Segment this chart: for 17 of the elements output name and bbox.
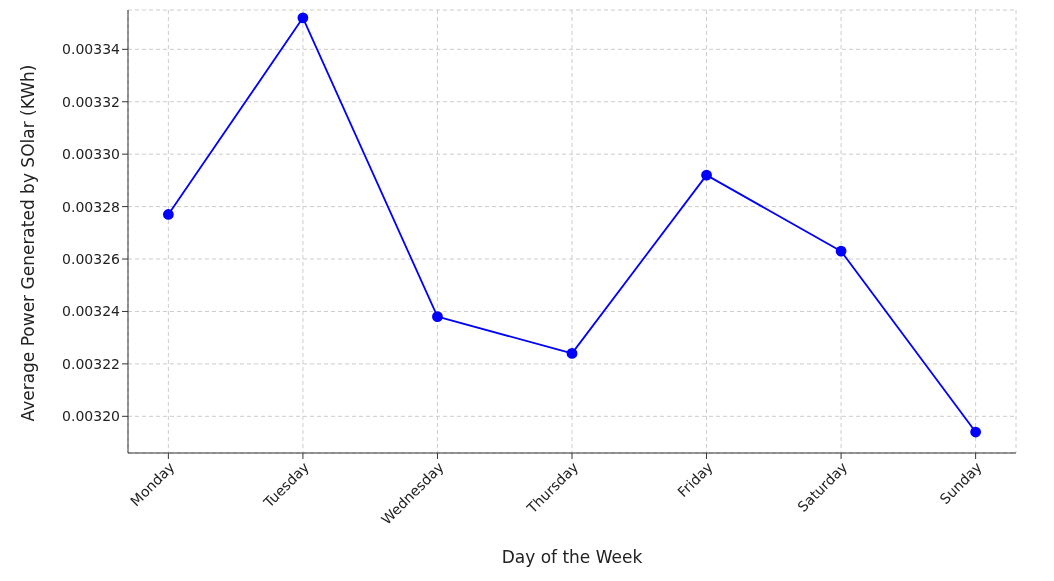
point — [970, 426, 982, 438]
point — [297, 12, 309, 24]
point — [162, 209, 174, 220]
point — [432, 311, 443, 323]
y-tick-label: 0.00320 — [62, 408, 120, 425]
point — [566, 347, 578, 359]
y-tick-label: 0.00326 — [62, 250, 121, 267]
y-tick-label: 0.00322 — [62, 355, 120, 372]
y-tick-label: 0.00332 — [62, 93, 120, 110]
x-axis-title: Day of the Week — [501, 547, 643, 567]
point — [835, 245, 847, 257]
y-axis-title: Average Power Generated by SOlar (KWh) — [18, 64, 39, 422]
y-tick-label: 0.00328 — [62, 198, 120, 215]
y-tick-label: 0.00324 — [62, 303, 121, 320]
y-tick-label: 0.00334 — [62, 41, 121, 58]
y-tick-label: 0.00330 — [62, 146, 120, 163]
point — [701, 169, 712, 181]
